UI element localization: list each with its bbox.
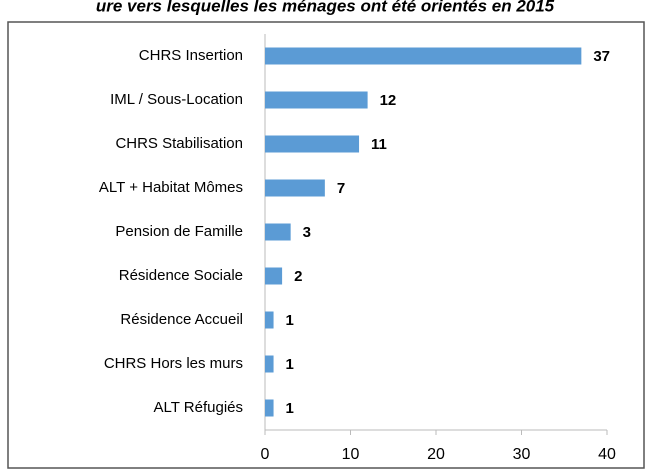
- y-tick-label: CHRS Hors les murs: [104, 355, 243, 372]
- x-tick-label: 0: [261, 446, 270, 463]
- y-tick-label: Résidence Sociale: [119, 267, 243, 284]
- bar: [265, 267, 283, 285]
- chart-border: [7, 21, 645, 469]
- bar: [265, 399, 274, 417]
- y-tick-label: CHRS Insertion: [139, 47, 243, 64]
- value-label: 37: [593, 48, 610, 65]
- bar: [265, 311, 274, 329]
- y-tick-label: Résidence Accueil: [120, 311, 243, 328]
- bar: [265, 355, 274, 373]
- y-tick-label: Pension de Famille: [115, 223, 243, 240]
- y-tick-label: IML / Sous-Location: [110, 91, 243, 108]
- x-tick-label: 40: [598, 446, 616, 463]
- value-label: 2: [294, 268, 302, 285]
- x-tick-label: 20: [427, 446, 445, 463]
- y-tick-label: CHRS Stabilisation: [115, 135, 243, 152]
- x-tick-label: 30: [513, 446, 531, 463]
- y-tick-label: ALT + Habitat Mômes: [99, 179, 243, 196]
- bar: [265, 47, 582, 65]
- value-label: 1: [286, 400, 294, 417]
- value-label: 1: [286, 312, 294, 329]
- value-label: 12: [380, 92, 397, 109]
- value-label: 7: [337, 180, 345, 197]
- bar: [265, 135, 360, 153]
- chart-title: ure vers lesquelles les ménages ont été …: [96, 0, 555, 15]
- value-label: 11: [371, 136, 387, 153]
- bar: [265, 91, 368, 109]
- bar: [265, 179, 325, 197]
- y-tick-label: ALT Réfugiés: [154, 399, 244, 416]
- value-label: 1: [286, 356, 294, 373]
- x-tick-label: 10: [342, 446, 360, 463]
- bar: [265, 223, 291, 241]
- value-label: 3: [303, 224, 311, 241]
